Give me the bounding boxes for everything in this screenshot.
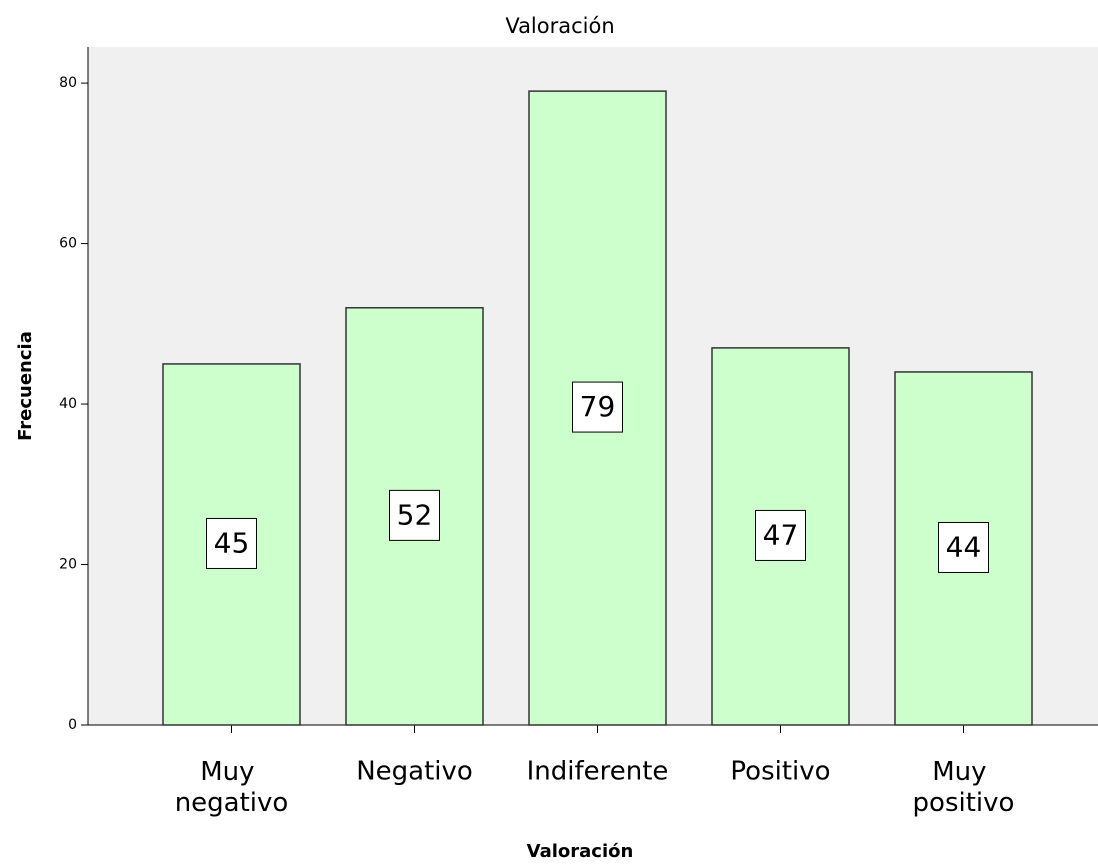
chart-title: Valoración — [505, 14, 614, 38]
y-tick-label: 40 — [59, 396, 77, 412]
value-label-box — [938, 521, 989, 573]
y-axis-title: Frecuencia — [15, 331, 36, 441]
y-tick-label: 20 — [59, 557, 77, 573]
value-label: 79 — [580, 390, 616, 423]
x-tick-label: Indiferente — [527, 757, 669, 787]
bar — [345, 307, 484, 726]
y-tick-label: 60 — [59, 236, 77, 252]
x-tick-label: Positivo — [730, 757, 830, 787]
x-tick-label: Negativo — [356, 757, 473, 787]
y-tick-label: 80 — [59, 75, 77, 91]
x-axis-title: Valoración — [527, 841, 634, 862]
y-tick-label: 0 — [68, 717, 77, 733]
x-tick-label: Muy negativo — [175, 757, 289, 818]
x-tick-label: Muy positivo — [913, 757, 1015, 818]
value-label-box — [755, 509, 806, 561]
value-label: 45 — [214, 526, 250, 559]
value-label-box — [206, 517, 257, 569]
value-label-box — [389, 489, 440, 541]
value-label: 47 — [763, 518, 799, 551]
value-label: 44 — [946, 530, 982, 563]
value-label-box — [572, 381, 623, 433]
value-label: 52 — [397, 498, 433, 531]
